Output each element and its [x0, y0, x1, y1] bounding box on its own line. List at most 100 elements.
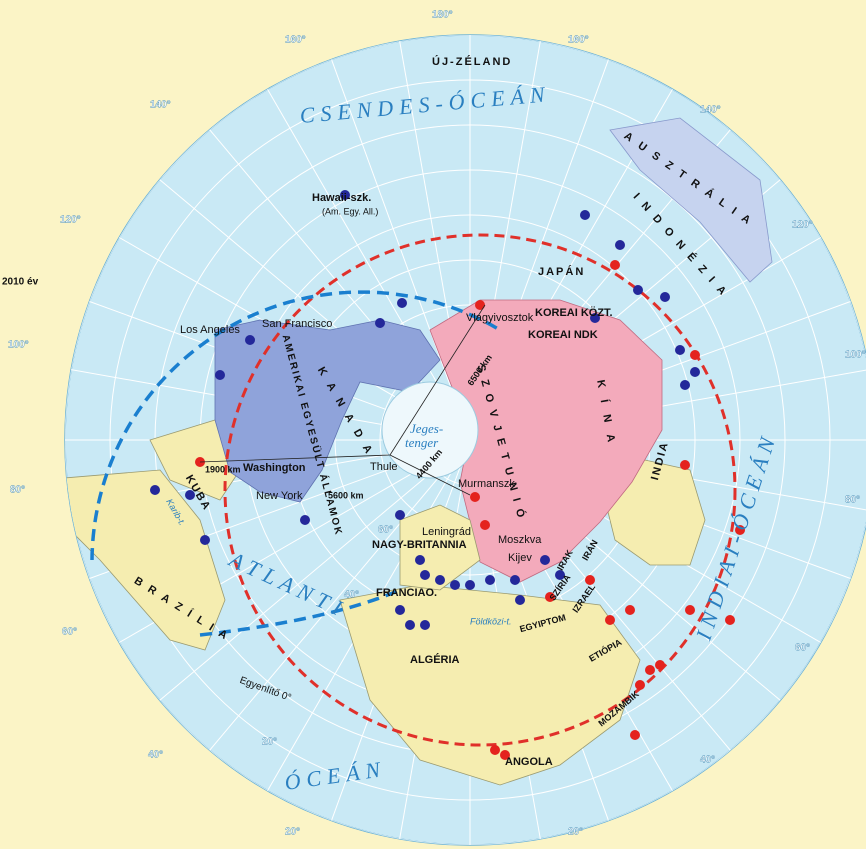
base-marker	[590, 313, 600, 323]
land-central-america	[149, 419, 241, 501]
degree-label: 40°	[148, 750, 163, 761]
land	[65, 117, 773, 786]
base-marker	[215, 370, 225, 380]
city-label: San Francisco	[262, 318, 332, 330]
country-label: KOREAI KÖZT.	[535, 306, 613, 319]
base-marker	[690, 350, 700, 360]
distance-label: 5600 km	[328, 490, 364, 500]
base-marker	[395, 605, 405, 615]
base-marker	[420, 620, 430, 630]
degree-label: 80°	[10, 485, 25, 496]
degree-label: 140°	[700, 105, 721, 116]
degree-label: 100°	[845, 350, 866, 361]
country-label: NAGY-BRITANNIA	[372, 539, 467, 551]
city-label: Moszkva	[498, 534, 542, 546]
degree-label: 20°	[285, 827, 300, 838]
ocean-label: tenger	[405, 435, 439, 450]
base-marker	[470, 492, 480, 502]
base-marker	[490, 745, 500, 755]
base-marker	[605, 615, 615, 625]
land-australia	[609, 117, 773, 283]
base-marker	[300, 515, 310, 525]
degree-label: 80°	[845, 495, 860, 506]
base-marker	[435, 575, 445, 585]
country-label: JAPÁN	[538, 265, 585, 278]
distance-label: 1900 km	[205, 464, 241, 474]
city-label: Hawaii-szk.	[312, 192, 371, 204]
distance-lines	[199, 304, 486, 496]
base-marker	[735, 525, 745, 535]
city-label: Los Angeles	[180, 324, 240, 336]
meridian	[329, 54, 471, 441]
base-marker	[510, 575, 520, 585]
base-marker	[420, 570, 430, 580]
base-marker	[645, 665, 655, 675]
base-marker	[480, 520, 490, 530]
base-marker	[680, 380, 690, 390]
city-label: Murmanszk	[458, 478, 515, 490]
edge-label: 2010 év	[2, 277, 39, 288]
meridian	[264, 84, 471, 441]
base-marker	[635, 680, 645, 690]
base-marker	[610, 260, 620, 270]
base-marker	[540, 555, 550, 565]
degree-label: 20°	[262, 737, 277, 748]
base-marker	[515, 595, 525, 605]
base-marker	[555, 570, 565, 580]
range-arc-blue	[90, 290, 501, 561]
bases	[150, 190, 745, 760]
city-label: Thule	[370, 461, 398, 473]
base-marker	[675, 345, 685, 355]
degree-label: 60°	[62, 627, 77, 638]
base-marker	[633, 285, 643, 295]
base-marker	[625, 605, 635, 615]
city-label: Leningrád	[422, 526, 471, 538]
country-label: ANGOLA	[505, 756, 553, 768]
degree-label: 40°	[700, 755, 715, 766]
country-label: FRANCIAO.	[376, 587, 437, 599]
degree-label: 160°	[285, 35, 306, 46]
base-marker	[475, 300, 485, 310]
ocean-label: Jeges-	[410, 421, 443, 436]
range-ring-red	[223, 233, 737, 747]
degree-label: 100°	[8, 340, 29, 351]
base-marker	[340, 190, 350, 200]
city-label: Kijev	[508, 552, 532, 564]
base-marker	[465, 580, 475, 590]
degree-label: 120°	[60, 215, 81, 226]
base-marker	[685, 605, 695, 615]
city-label: (Am. Egy. All.)	[322, 206, 378, 216]
meridian	[206, 439, 471, 755]
base-marker	[150, 485, 160, 495]
land-europe	[399, 504, 481, 591]
distance-line	[389, 454, 471, 496]
base-marker	[397, 298, 407, 308]
meridian	[155, 439, 471, 704]
degree-label: 40°	[344, 590, 359, 601]
base-marker	[585, 575, 595, 585]
base-marker	[545, 592, 555, 602]
base-marker	[245, 335, 255, 345]
base-marker	[680, 460, 690, 470]
degree-label: 120°	[792, 220, 813, 231]
degree-label: 60°	[795, 643, 810, 654]
base-marker	[630, 730, 640, 740]
base-marker	[450, 580, 460, 590]
base-marker	[580, 210, 590, 220]
arctic-ice	[381, 381, 479, 479]
country-label: ÚJ-ZÉLAND	[432, 55, 512, 68]
city-label: New York	[256, 490, 303, 502]
country-label: KOREAI NDK	[528, 329, 598, 341]
base-marker	[690, 367, 700, 377]
base-marker	[395, 510, 405, 520]
country-label: ALGÉRIA	[410, 653, 460, 666]
degree-label: 160°	[568, 35, 589, 46]
base-marker	[660, 292, 670, 302]
range-arc-blue	[199, 588, 401, 637]
base-marker	[725, 615, 735, 625]
base-marker	[500, 750, 510, 760]
degree-label: 140°	[150, 100, 171, 111]
degree-label: 20°	[568, 827, 583, 838]
base-marker	[185, 490, 195, 500]
